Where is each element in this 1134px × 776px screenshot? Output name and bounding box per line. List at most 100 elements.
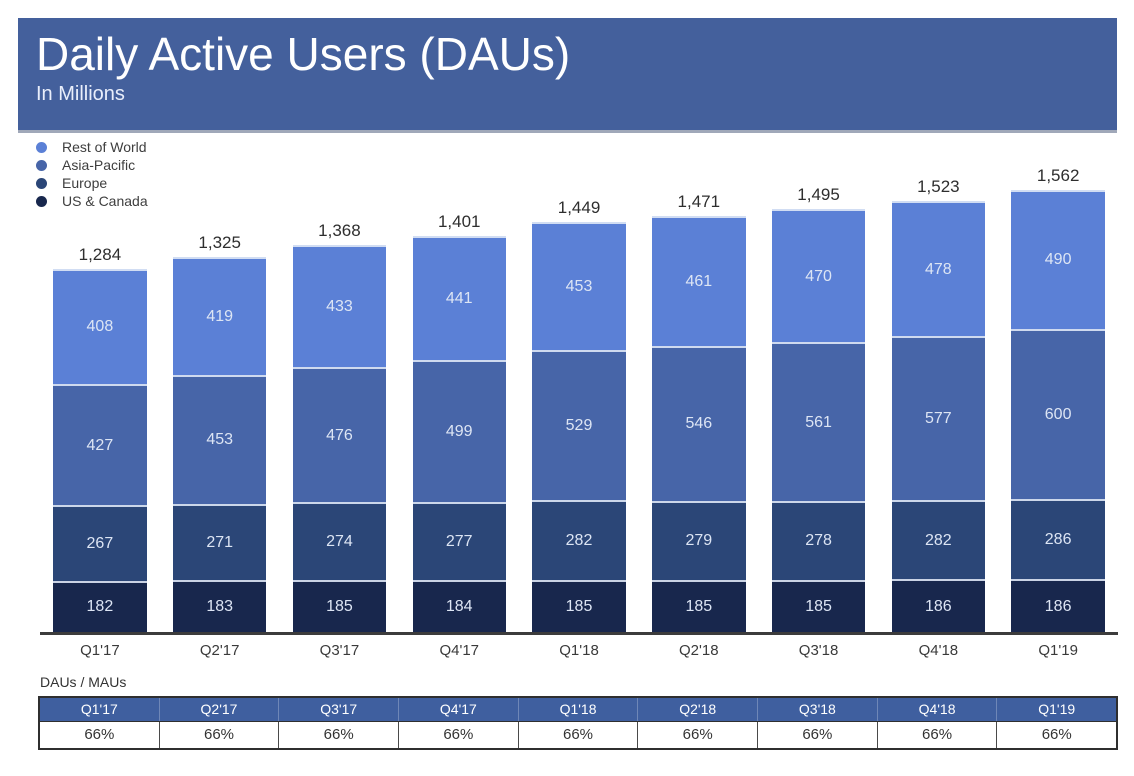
bar-segment-value: 277 — [445, 532, 473, 550]
bar-segment-value: 427 — [86, 436, 114, 454]
bar-segment: 267 — [53, 504, 147, 581]
ratio-table-header-row: Q1'17 Q2'17 Q3'17 Q4'17 Q1'18 Q2'18 Q3'18 Q4'18… — [40, 698, 1116, 721]
legend-color-dot-icon — [36, 141, 47, 153]
legend-item-label: Asia-Pacific — [62, 157, 136, 173]
bar-segment-value: 279 — [685, 532, 713, 550]
bar-segment-value: 529 — [565, 416, 593, 434]
ratio-table-header-cell: Q3'18 — [758, 698, 878, 721]
bar-column: 1,449 453 529 282 185 — [519, 140, 639, 632]
bar-segment-value: 186 — [1044, 597, 1072, 615]
legend-item: Europe — [36, 174, 148, 192]
bar-total-label: 1,284 — [78, 244, 122, 264]
bar-column: 1,471 461 546 279 185 — [639, 140, 759, 632]
bar-segment-value: 561 — [805, 413, 832, 431]
page-title: Daily Active Users (DAUs) — [36, 28, 571, 80]
bar-segment: 470 — [771, 209, 866, 343]
bar-segment: 408 — [53, 268, 147, 385]
bar-segment-value: 184 — [445, 597, 473, 615]
bar-total-label: 1,449 — [557, 197, 601, 217]
ratio-table-header-cell: Q2'18 — [638, 698, 759, 721]
x-axis-label: Q1'19 — [1038, 642, 1078, 659]
ratio-table-header-cell: Q1'17 — [40, 698, 160, 721]
x-axis-labels: Q1'17 Q2'17 Q3'17 Q4'17 Q1'18 Q2'18 Q3'18 Q4'18… — [40, 642, 1118, 659]
bar-segment: 453 — [532, 221, 626, 351]
ratio-table-value-cell: 66% — [399, 722, 519, 748]
bar-segment: 186 — [891, 579, 986, 632]
bar-segment: 286 — [1011, 498, 1105, 580]
bar-segment-value: 433 — [326, 298, 353, 316]
bar-segment: 453 — [172, 375, 267, 504]
x-axis-line — [40, 632, 1118, 635]
bar-segment-value: 470 — [805, 267, 832, 285]
bar-segment: 277 — [412, 501, 506, 580]
bar-segment-value: 186 — [925, 597, 952, 615]
legend-color-dot-icon — [36, 195, 47, 207]
bar-segment: 461 — [652, 215, 746, 347]
ratio-table-value-cell: 66% — [518, 722, 639, 748]
ratio-table-value-cell: 66% — [638, 722, 759, 748]
bar-segment-value: 278 — [805, 532, 832, 550]
bar-column: 1,325 419 453 271 183 — [160, 140, 280, 632]
bar-segment: 279 — [652, 500, 746, 580]
legend-item-label: Europe — [62, 175, 108, 191]
x-axis-label: Q3'18 — [798, 642, 839, 659]
bar-segment: 427 — [53, 384, 147, 505]
bar-segment: 274 — [292, 502, 387, 580]
bar-segment-value: 441 — [445, 289, 473, 307]
bar-segment-value: 478 — [925, 260, 952, 278]
bar-segment-value: 476 — [326, 426, 353, 444]
bar-segment: 419 — [172, 256, 267, 376]
bar-segment: 561 — [771, 342, 866, 501]
bar-segment: 433 — [292, 244, 387, 368]
bar-total-label: 1,562 — [1036, 166, 1080, 186]
bar-segment-value: 267 — [86, 534, 114, 552]
dau-stacked-bar-chart: 1,284 408 427 267 182 1,325 419 453 271 183 1,368 4… — [40, 140, 1118, 632]
dau-mau-ratio-table: Q1'17 Q2'17 Q3'17 Q4'17 Q1'18 Q2'18 Q3'18 Q4'18… — [38, 696, 1118, 750]
bar-stack: 490 600 286 186 — [1011, 190, 1105, 632]
header-banner: Daily Active Users (DAUs) In Millions — [18, 18, 1117, 130]
bar-segment-value: 419 — [206, 308, 234, 326]
bar-segment-value: 546 — [685, 415, 713, 433]
bar-segment-value: 453 — [565, 278, 593, 296]
legend-item: US & Canada — [36, 192, 148, 210]
bar-segment-value: 185 — [326, 597, 353, 615]
x-axis-label: Q1'18 — [559, 642, 599, 659]
bar-segment-value: 282 — [565, 531, 593, 549]
bar-stack: 408 427 267 182 — [53, 268, 147, 632]
legend-item-label: US & Canada — [62, 193, 148, 209]
page-subtitle: In Millions — [36, 82, 125, 105]
bar-stack: 433 476 274 185 — [292, 244, 387, 632]
bar-segment: 490 — [1011, 190, 1105, 329]
bar-segment-value: 408 — [86, 318, 114, 336]
bar-segment-value: 453 — [206, 431, 234, 449]
legend-item: Asia-Pacific — [36, 156, 148, 174]
bar-segment: 529 — [532, 350, 626, 500]
bar-segment: 185 — [771, 579, 866, 632]
ratio-table-value-cell: 66% — [279, 722, 400, 748]
bar-segment-value: 183 — [206, 598, 234, 616]
bar-segment-value: 600 — [1044, 405, 1072, 423]
legend-item: Rest of World — [36, 138, 148, 156]
ratio-table-title: DAUs / MAUs — [40, 674, 127, 690]
chart-legend: Rest of World Asia-Pacific Europe US & Cana… — [36, 138, 148, 210]
bar-segment: 546 — [652, 346, 746, 501]
bar-stack: 441 499 277 184 — [412, 235, 506, 632]
bar-segment-value: 282 — [925, 531, 952, 549]
bar-segment-value: 274 — [326, 532, 353, 550]
bar-segment: 185 — [292, 579, 387, 632]
x-axis-label: Q4'17 — [439, 642, 480, 659]
bar-segment-value: 577 — [925, 409, 952, 427]
bar-segment-value: 185 — [685, 597, 713, 615]
bar-stack: 470 561 278 185 — [771, 209, 866, 632]
bar-segment: 185 — [532, 579, 626, 632]
ratio-table-header-cell: Q2'17 — [160, 698, 280, 721]
bar-total-label: 1,401 — [437, 211, 481, 231]
x-axis-label: Q2'18 — [679, 642, 719, 659]
bar-segment: 282 — [532, 499, 626, 580]
bar-segment-value: 271 — [206, 533, 234, 551]
bar-column: 1,523 478 577 282 186 — [878, 140, 998, 632]
bar-segment-value: 286 — [1044, 530, 1072, 548]
ratio-table-value-cell: 66% — [997, 722, 1117, 748]
bar-segment: 441 — [412, 235, 506, 361]
bar-column: 1,368 433 476 274 185 — [280, 140, 400, 632]
